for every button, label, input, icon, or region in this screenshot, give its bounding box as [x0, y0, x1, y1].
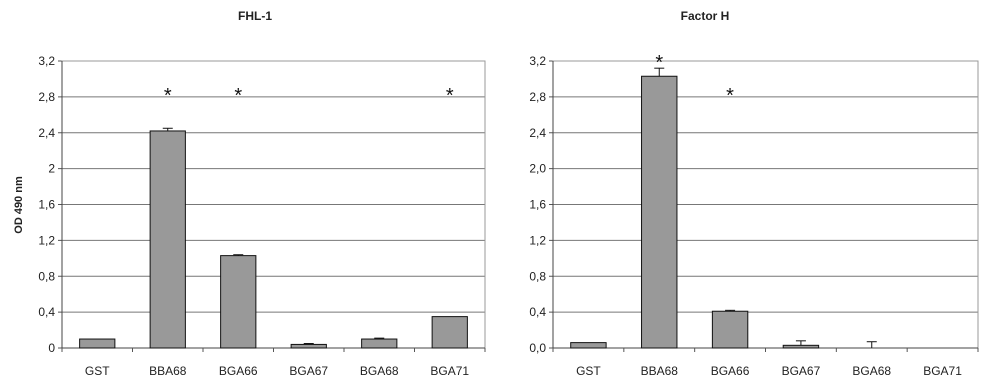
bar: [290, 343, 327, 349]
bar: [641, 75, 678, 349]
chart-fhl1: FHL-1 OD 490 nm 0 0,4 0,8 1,2 1,6 2 2,4 2,8 3,2 G…: [13, 9, 486, 378]
y-tick-label: 3,2: [529, 54, 546, 68]
bar: [711, 310, 749, 349]
y-tick-label: 0,4: [529, 305, 546, 319]
chart-factor-h: Factor H 0,0 0,4 0,8 1,2 1,6 2,0 2,4 2,8 3,2 GST *…: [529, 9, 979, 378]
y-tick-label: 0,8: [38, 269, 55, 283]
x-tick-label: BGA67: [782, 364, 821, 378]
x-tick-label: GST: [576, 364, 601, 378]
significance-marker: *: [655, 52, 663, 74]
y-tick-label: 1,2: [529, 233, 546, 247]
y-tick-label: 2,8: [529, 90, 546, 104]
y-axis-label: OD 490 nm: [13, 176, 25, 234]
y-tick-label: 2: [48, 162, 55, 176]
y-tick-label: 2,8: [38, 90, 55, 104]
bar: [149, 130, 186, 349]
chart-title: Factor H: [681, 9, 730, 23]
x-tick-label: GST: [85, 364, 110, 378]
x-tick-label: BGA66: [219, 364, 258, 378]
bar: [782, 344, 820, 349]
y-tick-label: 1,6: [529, 198, 546, 212]
chart-title: FHL-1: [238, 9, 272, 23]
significance-marker: *: [726, 85, 734, 107]
significance-marker: *: [234, 85, 242, 107]
x-tick-label: BGA71: [923, 364, 962, 378]
x-tick-label: BBA68: [641, 364, 679, 378]
x-tick-label: BGA71: [430, 364, 469, 378]
bar: [431, 316, 468, 349]
x-tick-label: BGA68: [360, 364, 399, 378]
y-tick-label: 0,4: [38, 305, 55, 319]
y-tick-label: 2,4: [38, 126, 55, 140]
y-tick-label: 0: [48, 341, 55, 355]
significance-marker: *: [446, 85, 454, 107]
y-tick-label: 0,8: [529, 269, 546, 283]
y-tick-label: 0,0: [529, 341, 546, 355]
y-tick-label: 1,2: [38, 233, 55, 247]
y-tick-label: 2,4: [529, 126, 546, 140]
bar: [79, 338, 116, 349]
x-tick-label: BBA68: [149, 364, 187, 378]
x-tick-label: BGA66: [711, 364, 750, 378]
significance-marker: *: [164, 85, 172, 107]
bar: [361, 338, 398, 349]
y-tick-label: 3,2: [38, 54, 55, 68]
y-tick-label: 1,6: [38, 198, 55, 212]
y-tick-label: 2,0: [529, 162, 546, 176]
x-tick-label: BGA68: [852, 364, 891, 378]
x-tick-label: BGA67: [289, 364, 328, 378]
bar: [220, 255, 257, 349]
bar: [570, 342, 607, 349]
